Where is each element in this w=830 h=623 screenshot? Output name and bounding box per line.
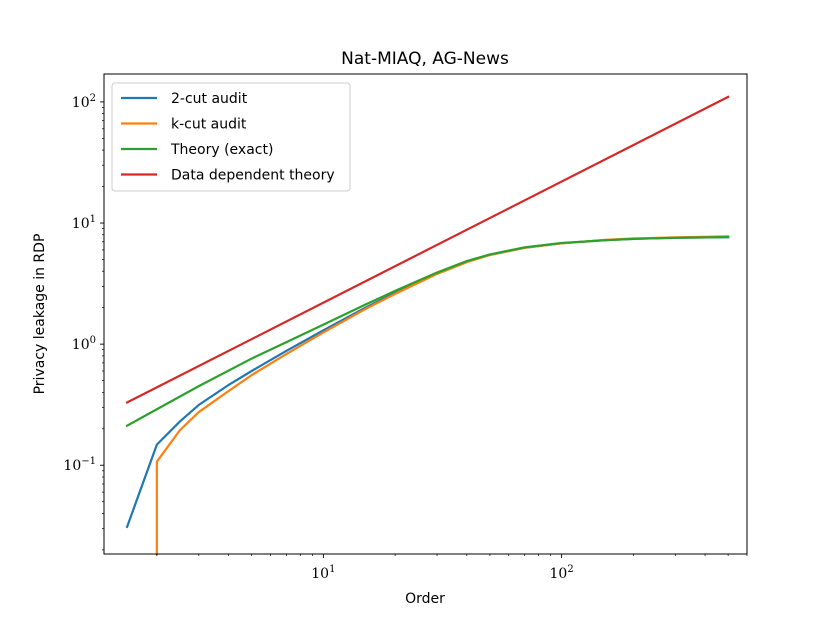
y-tick-label-exponent: 2: [90, 93, 96, 104]
series-line-2: [125, 235, 730, 428]
legend-label-0: 2-cut audit: [171, 91, 248, 107]
y-tick-label-exponent: −1: [81, 456, 96, 467]
plot-lines: [125, 95, 730, 556]
x-tick-label-exponent: 1: [329, 564, 335, 575]
y-tick-label-base: 10: [72, 95, 90, 111]
x-tick-label-base: 10: [311, 566, 329, 582]
legend: 2-cut audit k-cut audit Theory (exact) Data…: [111, 82, 351, 192]
y-tick-label: 101: [72, 214, 96, 232]
legend-label-2: Theory (exact): [170, 142, 273, 158]
chart-title: Nat-MIAQ, AG-News: [341, 49, 509, 69]
x-tick-label: 101: [311, 564, 335, 582]
y-tick-label-exponent: 1: [90, 214, 96, 225]
x-tick-label-base: 10: [550, 566, 568, 582]
legend-label-1: k-cut audit: [171, 117, 247, 133]
legend-box: [111, 82, 351, 192]
y-tick-label: 102: [72, 93, 96, 111]
y-tick-label: 10−1: [63, 456, 96, 474]
y-tick-label: 100: [72, 335, 96, 353]
y-tick-label-base: 10: [63, 458, 81, 474]
x-axis-label: Order: [405, 591, 445, 607]
x-axis-ticks: 101 102: [156, 554, 748, 582]
x-tick-label: 102: [550, 564, 574, 582]
y-tick-label-base: 10: [72, 337, 90, 353]
legend-label-3: Data dependent theory: [171, 168, 335, 184]
plot-frame: [103, 73, 748, 555]
y-tick-label-exponent: 0: [90, 335, 96, 346]
x-tick-label-exponent: 2: [567, 564, 573, 575]
y-axis-label: Privacy leakage in RDP: [32, 234, 48, 395]
series-line-3: [125, 95, 730, 404]
y-tick-label-base: 10: [72, 216, 90, 232]
